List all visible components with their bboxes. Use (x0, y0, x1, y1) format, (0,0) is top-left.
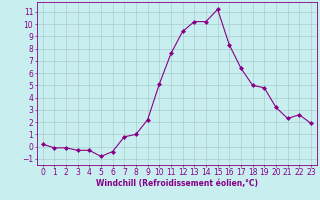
X-axis label: Windchill (Refroidissement éolien,°C): Windchill (Refroidissement éolien,°C) (96, 179, 258, 188)
